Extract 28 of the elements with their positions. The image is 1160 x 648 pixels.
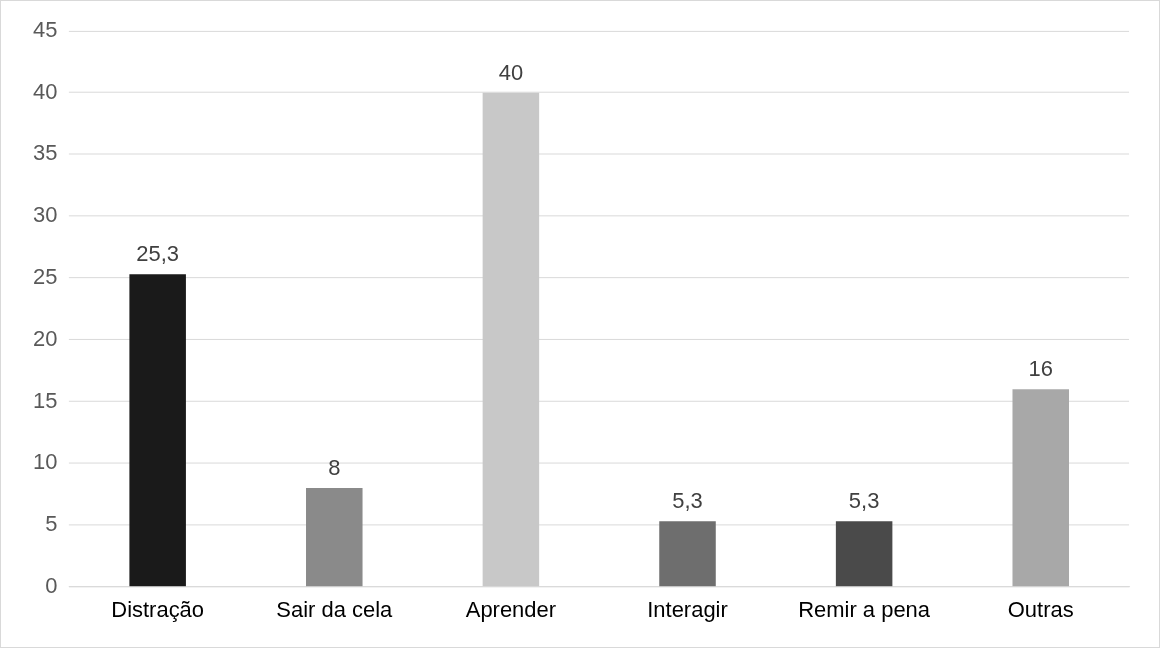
data-label: 5,3 [848,488,880,514]
y-tick-label: 40 [32,78,58,104]
y-tick-label: 10 [32,449,58,475]
y-tick-label: 35 [32,140,58,166]
data-label: 40 [498,59,524,85]
data-label: 5,3 [672,488,703,514]
data-label: 8 [328,455,341,481]
y-tick-label: 15 [32,387,58,413]
x-tick-label: Aprender [465,596,557,622]
bar [659,521,716,587]
x-tick-label: Remir a pena [798,596,931,622]
y-tick-label: 20 [32,325,58,351]
x-tick-label: Sair da cela [276,596,394,622]
y-tick-label: 0 [45,572,58,598]
x-tick-label: Interagir [647,596,728,622]
bar [306,487,363,587]
bar [1012,389,1069,587]
y-tick-label: 25 [32,264,58,290]
bar [482,92,540,587]
bar [129,274,186,587]
bar [835,521,893,587]
y-tick-label: 30 [32,202,58,228]
y-tick-label: 45 [32,16,58,42]
data-label: 25,3 [136,241,180,267]
x-tick-label: Outras [1007,596,1074,622]
x-tick-label: Distração [111,596,205,622]
data-label: 16 [1028,356,1053,382]
y-tick-label: 5 [45,511,58,537]
